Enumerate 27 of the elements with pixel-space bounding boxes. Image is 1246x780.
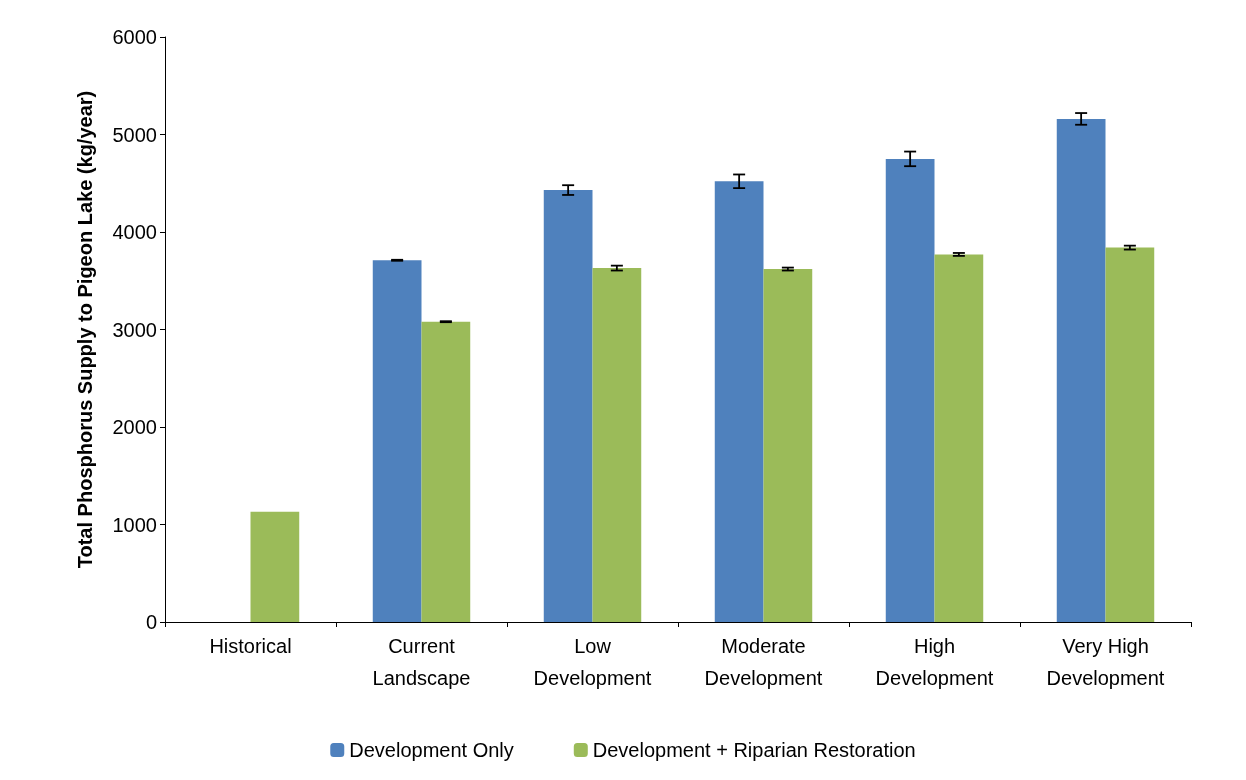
bar: [885, 158, 935, 622]
y-tick-label: 1000: [112, 513, 157, 536]
bar: [763, 269, 813, 622]
bar: [1105, 247, 1155, 622]
bar: [714, 181, 764, 622]
x-tick-label: Current Landscape: [372, 635, 471, 689]
bar: [1056, 118, 1106, 622]
x-tick-label: Low Development: [533, 635, 652, 689]
y-axis-title: Total Phosphorus Supply to Pigeon Lake (kg/year): [74, 90, 96, 569]
y-tick-label: 4000: [112, 221, 157, 243]
bar: [250, 511, 300, 622]
bar: [372, 260, 422, 622]
x-tick-label: Very High Development: [1046, 635, 1165, 689]
y-tick-label: 3000: [112, 318, 157, 341]
y-tick-label: 5000: [112, 123, 157, 146]
x-tick-label: Moderate Development: [704, 635, 823, 689]
legend-label: Development + Riparian Restoration: [592, 739, 916, 761]
bar: [934, 254, 984, 622]
legend-label: Development Only: [349, 739, 514, 761]
x-tick-label: High Development: [875, 635, 994, 689]
bar: [592, 268, 642, 622]
bar: [543, 190, 593, 622]
y-tick-label: 2000: [112, 416, 157, 438]
bar: [421, 321, 471, 622]
y-tick-label: 0: [145, 611, 157, 633]
x-tick-label: Historical: [209, 635, 292, 657]
y-tick-label: 6000: [112, 26, 157, 48]
